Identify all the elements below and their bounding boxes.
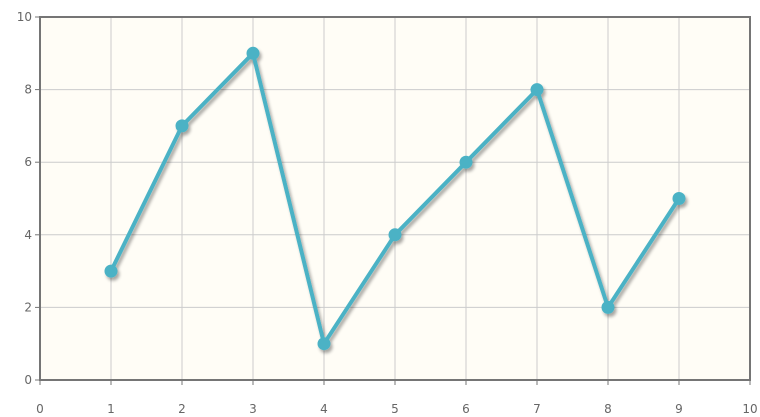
y-tick-label: 8 [24, 83, 32, 97]
x-tick-label: 6 [462, 402, 470, 416]
y-tick-label: 6 [24, 155, 32, 169]
y-tick-label: 0 [24, 373, 32, 387]
data-point[interactable] [246, 46, 260, 60]
x-tick-label: 9 [675, 402, 683, 416]
data-point[interactable] [601, 300, 615, 314]
y-tick-label: 2 [24, 300, 32, 314]
axes [35, 16, 751, 385]
series-group [104, 46, 686, 351]
x-tick-label: 2 [178, 402, 186, 416]
x-tick-label: 5 [391, 402, 399, 416]
data-point[interactable] [459, 155, 473, 169]
y-tick-label: 4 [24, 228, 32, 242]
data-point[interactable] [175, 119, 189, 133]
y-tick-label: 10 [17, 10, 32, 24]
x-tick-label: 4 [320, 402, 328, 416]
x-tick-label: 7 [533, 402, 541, 416]
x-tick-label: 10 [742, 402, 757, 416]
x-tick-label: 0 [36, 402, 44, 416]
x-tick-label: 3 [249, 402, 257, 416]
data-point[interactable] [530, 83, 544, 97]
x-tick-label: 8 [604, 402, 612, 416]
tick-labels: 0 1 2 3 4 5 6 7 8 9 10 0 2 4 6 8 10 [17, 10, 758, 416]
data-point[interactable] [672, 192, 686, 205]
data-point[interactable] [388, 228, 402, 242]
data-point[interactable] [104, 264, 118, 278]
series-layer [104, 46, 686, 351]
data-point[interactable] [317, 337, 331, 351]
x-tick-label: 1 [107, 402, 115, 416]
